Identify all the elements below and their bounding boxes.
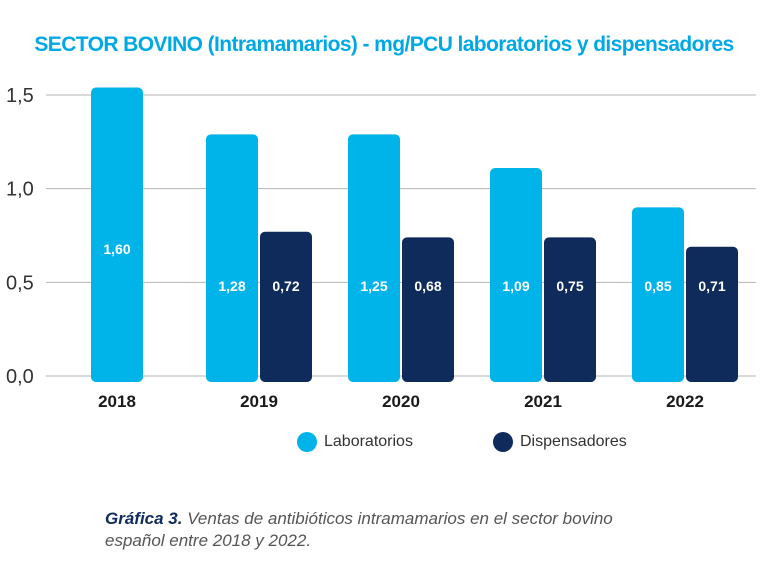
bar-dispensadores-2021 (544, 237, 596, 382)
legend-swatch-dispensadores (493, 432, 513, 452)
data-label: 1,09 (502, 278, 529, 294)
data-label: 0,68 (414, 278, 441, 294)
data-label: 1,28 (218, 278, 245, 294)
bar-dispensadores-2019 (260, 231, 312, 382)
legend-label-dispensadores: Dispensadores (520, 433, 627, 450)
data-label: 0,72 (272, 278, 299, 294)
x-axis-ticks: 2018 2019 2020 2021 2022 (98, 392, 704, 411)
y-tick-label: 1,0 (6, 179, 34, 201)
caption-text-line1: Ventas de antibióticos intramamarios en … (182, 509, 613, 528)
y-tick-label: 1,5 (6, 85, 34, 107)
legend-label-laboratorios: Laboratorios (324, 433, 413, 450)
bar-laboratorios-2021 (490, 168, 542, 382)
y-tick-label: 0,0 (6, 366, 34, 388)
bar-dispensadores-2020 (402, 237, 454, 382)
caption-text-line2: español entre 2018 y 2022. (105, 531, 312, 550)
legend: Laboratorios Dispensadores (0, 432, 768, 462)
data-label: 0,71 (698, 278, 725, 294)
bars: 1,60 1,28 0,72 1,25 0,68 1,09 0,75 0,85 0,71 (91, 87, 738, 383)
x-tick-label: 2022 (666, 392, 704, 411)
legend-swatch-laboratorios (297, 432, 317, 452)
x-tick-label: 2021 (524, 392, 562, 411)
bar-laboratorios-2019 (206, 134, 258, 382)
legend-item-laboratorios: Laboratorios (297, 432, 413, 452)
y-tick-label: 0,5 (6, 272, 34, 294)
chart-title: SECTOR BOVINO (Intramamarios) - mg/PCU l… (34, 33, 734, 56)
caption-lead: Gráfica 3. (105, 509, 183, 528)
bar-dispensadores-2022 (686, 246, 738, 382)
bar-laboratorios-2020 (348, 134, 400, 382)
data-label: 1,60 (103, 241, 130, 257)
figure-caption: Gráfica 3. Ventas de antibióticos intram… (105, 508, 705, 552)
legend-item-dispensadores: Dispensadores (493, 432, 627, 452)
data-label: 0,75 (556, 278, 583, 294)
x-tick-label: 2019 (240, 392, 278, 411)
data-label: 1,25 (360, 278, 387, 294)
data-label: 0,85 (644, 278, 671, 294)
bar-laboratorios-2018 (91, 87, 143, 383)
x-tick-label: 2018 (98, 392, 136, 411)
y-axis-ticks: 0,0 0,5 1,0 1,5 (6, 85, 34, 388)
bar-laboratorios-2022 (632, 207, 684, 382)
bar-chart: 0,0 0,5 1,0 1,5 1,60 1,28 0,72 1,25 0,68 1,09 0,7… (6, 85, 756, 411)
x-tick-label: 2020 (382, 392, 420, 411)
